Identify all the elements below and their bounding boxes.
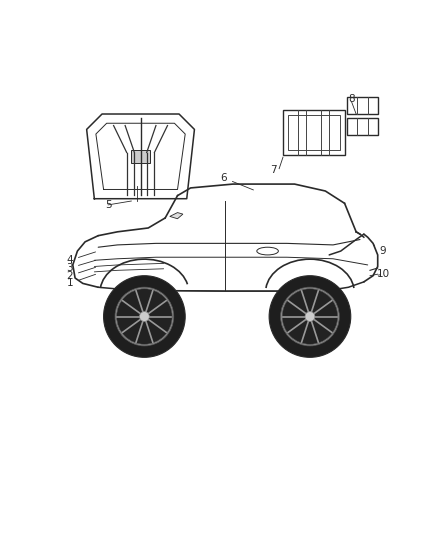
Text: 9: 9: [374, 245, 386, 256]
Text: 2: 2: [67, 268, 95, 281]
Circle shape: [103, 276, 185, 357]
Text: 7: 7: [270, 165, 276, 175]
Text: 6: 6: [220, 173, 254, 190]
Bar: [288, 115, 340, 150]
Circle shape: [282, 289, 338, 344]
Text: 4: 4: [67, 252, 95, 265]
Circle shape: [281, 287, 339, 346]
Circle shape: [117, 289, 172, 344]
Bar: [347, 97, 378, 114]
Text: 3: 3: [67, 260, 95, 273]
Text: 1: 1: [67, 274, 95, 288]
Bar: [347, 118, 378, 135]
Text: 5: 5: [105, 200, 112, 210]
Text: 8: 8: [348, 94, 355, 103]
Circle shape: [305, 312, 315, 321]
Circle shape: [115, 287, 174, 346]
Text: 10: 10: [377, 269, 390, 279]
Bar: [131, 150, 150, 163]
Circle shape: [139, 312, 149, 321]
Circle shape: [269, 276, 351, 357]
Polygon shape: [170, 213, 183, 219]
Bar: [283, 110, 345, 155]
